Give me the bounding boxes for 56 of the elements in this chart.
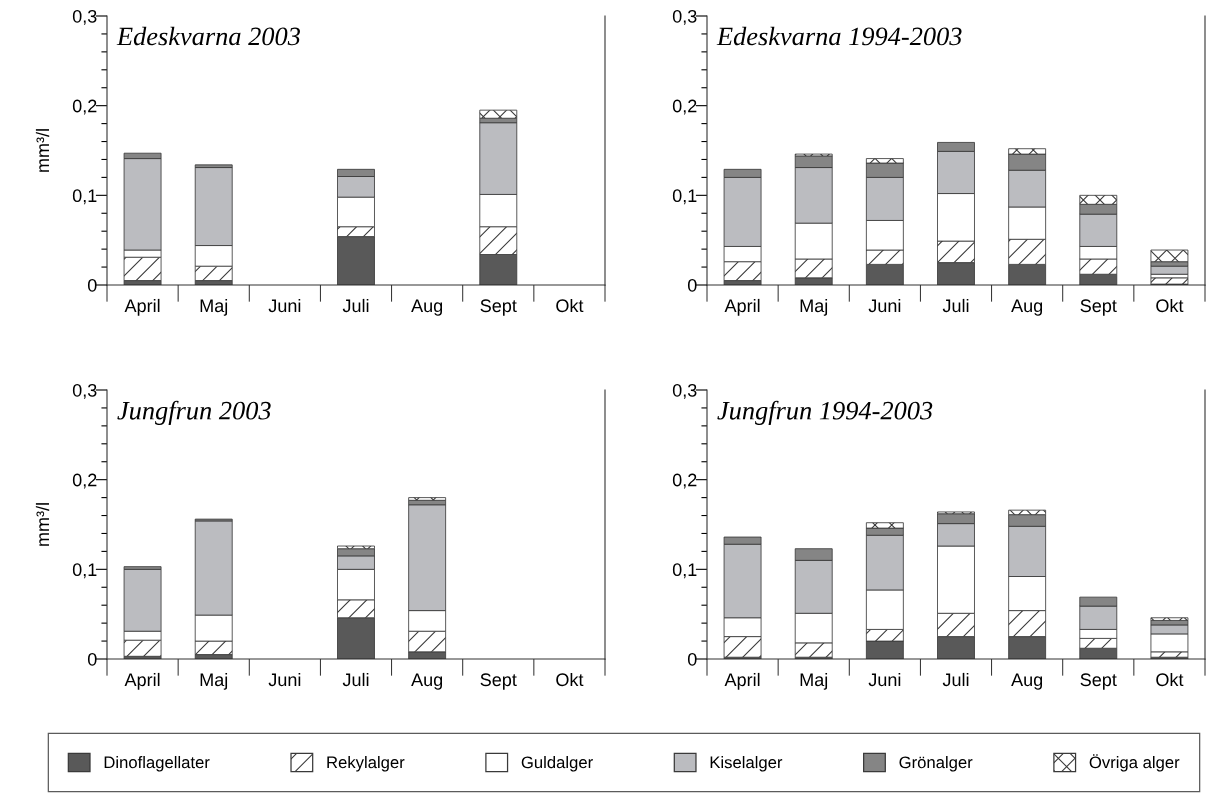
y-tick-label: 0,2 <box>72 473 97 489</box>
x-tick-label: Maj <box>200 298 228 316</box>
y-tick-label: 0,2 <box>72 99 97 115</box>
x-tick-label: Aug <box>1011 299 1043 316</box>
x-tick-label: Juli <box>942 298 969 313</box>
legend-label: Grönalger <box>899 756 973 772</box>
x-tick-label: April <box>124 298 160 316</box>
legend-label: Guldalger <box>521 756 593 772</box>
x-tick-label: Okt <box>556 298 584 313</box>
x-tick-label: April <box>124 672 160 690</box>
x-tick-label: Maj <box>800 672 828 690</box>
y-tick-label: 0 <box>87 652 97 666</box>
y-tick-label: 0,3 <box>672 9 697 25</box>
y-tick-label: 0,1 <box>672 563 697 579</box>
chart-title: Jungfrun 2003 <box>117 400 271 425</box>
x-tick-label: Sept <box>1080 673 1117 690</box>
x-tick-label: Juli <box>342 672 369 687</box>
x-tick-label: April <box>724 672 760 690</box>
y-tick-label: 0 <box>687 652 697 666</box>
y-tick-label: 0,1 <box>72 189 97 205</box>
x-tick-label: Okt <box>1156 298 1184 313</box>
y-tick-label: 0 <box>687 278 697 292</box>
x-tick-label: April <box>724 298 760 316</box>
x-tick-label: Juni <box>868 672 901 687</box>
legend-label: Övriga alger <box>1089 754 1180 772</box>
x-tick-label: Sept <box>480 299 517 316</box>
x-tick-label: Aug <box>411 673 443 690</box>
y-axis-title: mm³/l <box>35 129 50 172</box>
y-tick-label: 0,1 <box>672 189 697 205</box>
x-tick-label: Sept <box>480 673 517 690</box>
y-tick-label: 0,3 <box>72 9 97 25</box>
chart-title: Edeskvarna 1994-2003 <box>716 26 962 46</box>
x-tick-label: Okt <box>556 672 584 687</box>
y-tick-label: 0,1 <box>72 563 97 579</box>
y-tick-label: 0,2 <box>672 99 697 115</box>
x-tick-label: Juni <box>268 298 301 313</box>
legend-label: Kiselalger <box>710 756 783 772</box>
y-tick-label: 0 <box>87 278 97 292</box>
y-tick-label: 0,3 <box>72 383 97 399</box>
x-tick-label: Aug <box>1011 673 1043 690</box>
y-axis-title: mm³/l <box>35 503 50 546</box>
x-tick-label: Maj <box>200 672 228 690</box>
x-tick-label: Juli <box>342 298 369 313</box>
x-tick-label: Juni <box>868 298 901 313</box>
chart-title: Edeskvarna 2003 <box>116 26 300 46</box>
y-tick-label: 0,2 <box>672 473 697 489</box>
x-tick-label: Maj <box>800 298 828 316</box>
x-tick-label: Okt <box>1156 672 1184 687</box>
x-tick-label: Aug <box>411 299 443 316</box>
x-tick-label: Sept <box>1080 299 1117 316</box>
chart-title: Jungfrun 1994-2003 <box>717 400 933 425</box>
legend-label: Dinoflagellater <box>104 756 210 772</box>
x-tick-label: Juli <box>942 672 969 687</box>
x-tick-label: Juni <box>268 672 301 687</box>
y-tick-label: 0,3 <box>672 383 697 399</box>
legend-label: Rekylalger <box>327 756 405 772</box>
